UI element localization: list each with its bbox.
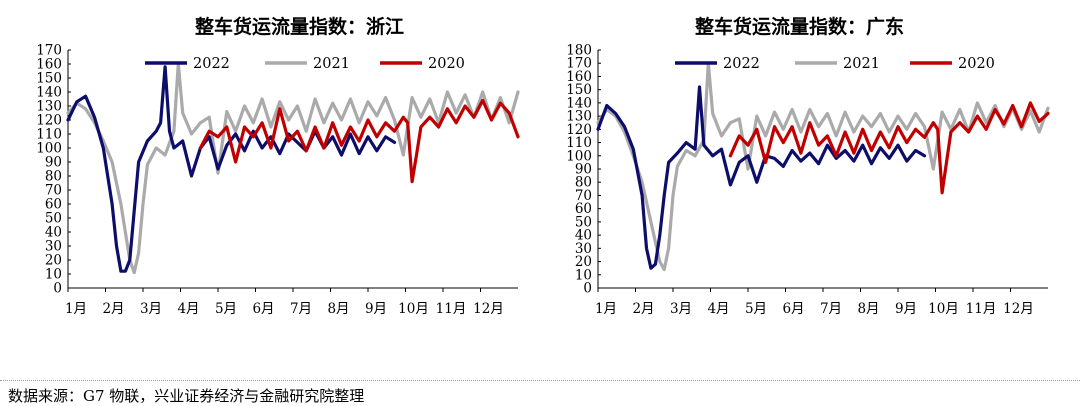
y-tick-label: 0 xyxy=(53,281,62,297)
y-tick-label: 110 xyxy=(36,127,62,143)
x-tick-label: 1月 xyxy=(595,301,617,317)
y-tick-label: 20 xyxy=(575,254,592,270)
y-tick-label: 40 xyxy=(45,225,62,241)
chart-title-zhejiang: 整车货运流量指数：浙江 xyxy=(195,16,405,38)
x-tick-label: 2月 xyxy=(102,301,124,317)
y-tick-label: 130 xyxy=(566,109,592,125)
x-tick-label: 11月 xyxy=(436,301,467,317)
x-tick-label: 4月 xyxy=(707,301,729,317)
x-tick-label: 7月 xyxy=(290,301,312,317)
y-tick-label: 70 xyxy=(575,188,592,204)
y-tick-label: 30 xyxy=(575,241,592,257)
y-tick-label: 150 xyxy=(36,71,62,87)
series-line-2021 xyxy=(596,61,1050,272)
y-tick-label: 150 xyxy=(566,82,592,98)
y-tick-label: 50 xyxy=(575,214,592,230)
y-tick-label: 60 xyxy=(575,201,592,217)
chart-zhejiang: 0102030405060708090100110120130140150160… xyxy=(36,43,520,317)
legend-label-2022: 2022 xyxy=(193,56,230,72)
legend-label-2021: 2021 xyxy=(843,56,880,72)
chart-guangdong: 0102030405060708090100110120130140150160… xyxy=(566,43,1050,317)
y-tick-label: 60 xyxy=(45,197,62,213)
x-tick-label: 3月 xyxy=(670,301,692,317)
y-tick-label: 90 xyxy=(45,155,62,171)
legend-label-2020: 2020 xyxy=(958,56,995,72)
x-tick-label: 12月 xyxy=(1003,301,1034,317)
series-line-2022 xyxy=(66,65,397,273)
series-line-2022 xyxy=(596,85,927,270)
chart-title-guangdong: 整车货运流量指数：广东 xyxy=(695,16,905,38)
x-tick-label: 9月 xyxy=(895,301,917,317)
y-tick-label: 10 xyxy=(45,267,62,283)
y-tick-label: 160 xyxy=(566,69,592,85)
y-tick-label: 180 xyxy=(566,43,592,59)
y-tick-label: 50 xyxy=(45,211,62,227)
x-tick-label: 5月 xyxy=(745,301,767,317)
x-tick-label: 9月 xyxy=(365,301,387,317)
series-line-2020 xyxy=(198,98,520,184)
y-tick-label: 160 xyxy=(36,57,62,73)
y-tick-label: 80 xyxy=(45,169,62,185)
x-tick-label: 10月 xyxy=(928,301,959,317)
y-tick-label: 70 xyxy=(45,183,62,199)
x-tick-label: 4月 xyxy=(177,301,199,317)
y-tick-label: 110 xyxy=(566,135,592,151)
legend-label-2022: 2022 xyxy=(723,56,760,72)
x-tick-label: 6月 xyxy=(782,301,804,317)
x-tick-label: 12月 xyxy=(473,301,504,317)
y-tick-label: 10 xyxy=(575,267,592,283)
x-tick-label: 8月 xyxy=(857,301,879,317)
x-tick-label: 5月 xyxy=(215,301,237,317)
x-tick-label: 2月 xyxy=(632,301,654,317)
y-tick-label: 100 xyxy=(566,148,592,164)
y-tick-label: 140 xyxy=(566,95,592,111)
footer-divider xyxy=(0,380,1080,381)
x-tick-label: 6月 xyxy=(252,301,274,317)
y-tick-label: 170 xyxy=(36,43,62,59)
legend-label-2021: 2021 xyxy=(313,56,350,72)
y-tick-label: 120 xyxy=(566,122,592,138)
series-line-2020 xyxy=(728,101,1050,195)
y-tick-label: 80 xyxy=(575,175,592,191)
x-tick-label: 3月 xyxy=(140,301,162,317)
series-line-2021 xyxy=(66,62,520,275)
y-tick-label: 40 xyxy=(575,228,592,244)
x-tick-label: 11月 xyxy=(966,301,997,317)
y-tick-label: 100 xyxy=(36,141,62,157)
y-tick-label: 130 xyxy=(36,99,62,115)
y-tick-label: 90 xyxy=(575,162,592,178)
y-tick-label: 0 xyxy=(583,281,592,297)
y-tick-label: 170 xyxy=(566,56,592,72)
x-tick-label: 7月 xyxy=(820,301,842,317)
x-tick-label: 10月 xyxy=(398,301,429,317)
y-tick-label: 120 xyxy=(36,113,62,129)
y-tick-label: 140 xyxy=(36,85,62,101)
source-note: 数据来源：G7 物联，兴业证券经济与金融研究院整理 xyxy=(8,387,365,405)
x-tick-label: 1月 xyxy=(65,301,87,317)
y-tick-label: 30 xyxy=(45,239,62,255)
x-tick-label: 8月 xyxy=(327,301,349,317)
y-tick-label: 20 xyxy=(45,253,62,269)
legend-label-2020: 2020 xyxy=(428,56,465,72)
